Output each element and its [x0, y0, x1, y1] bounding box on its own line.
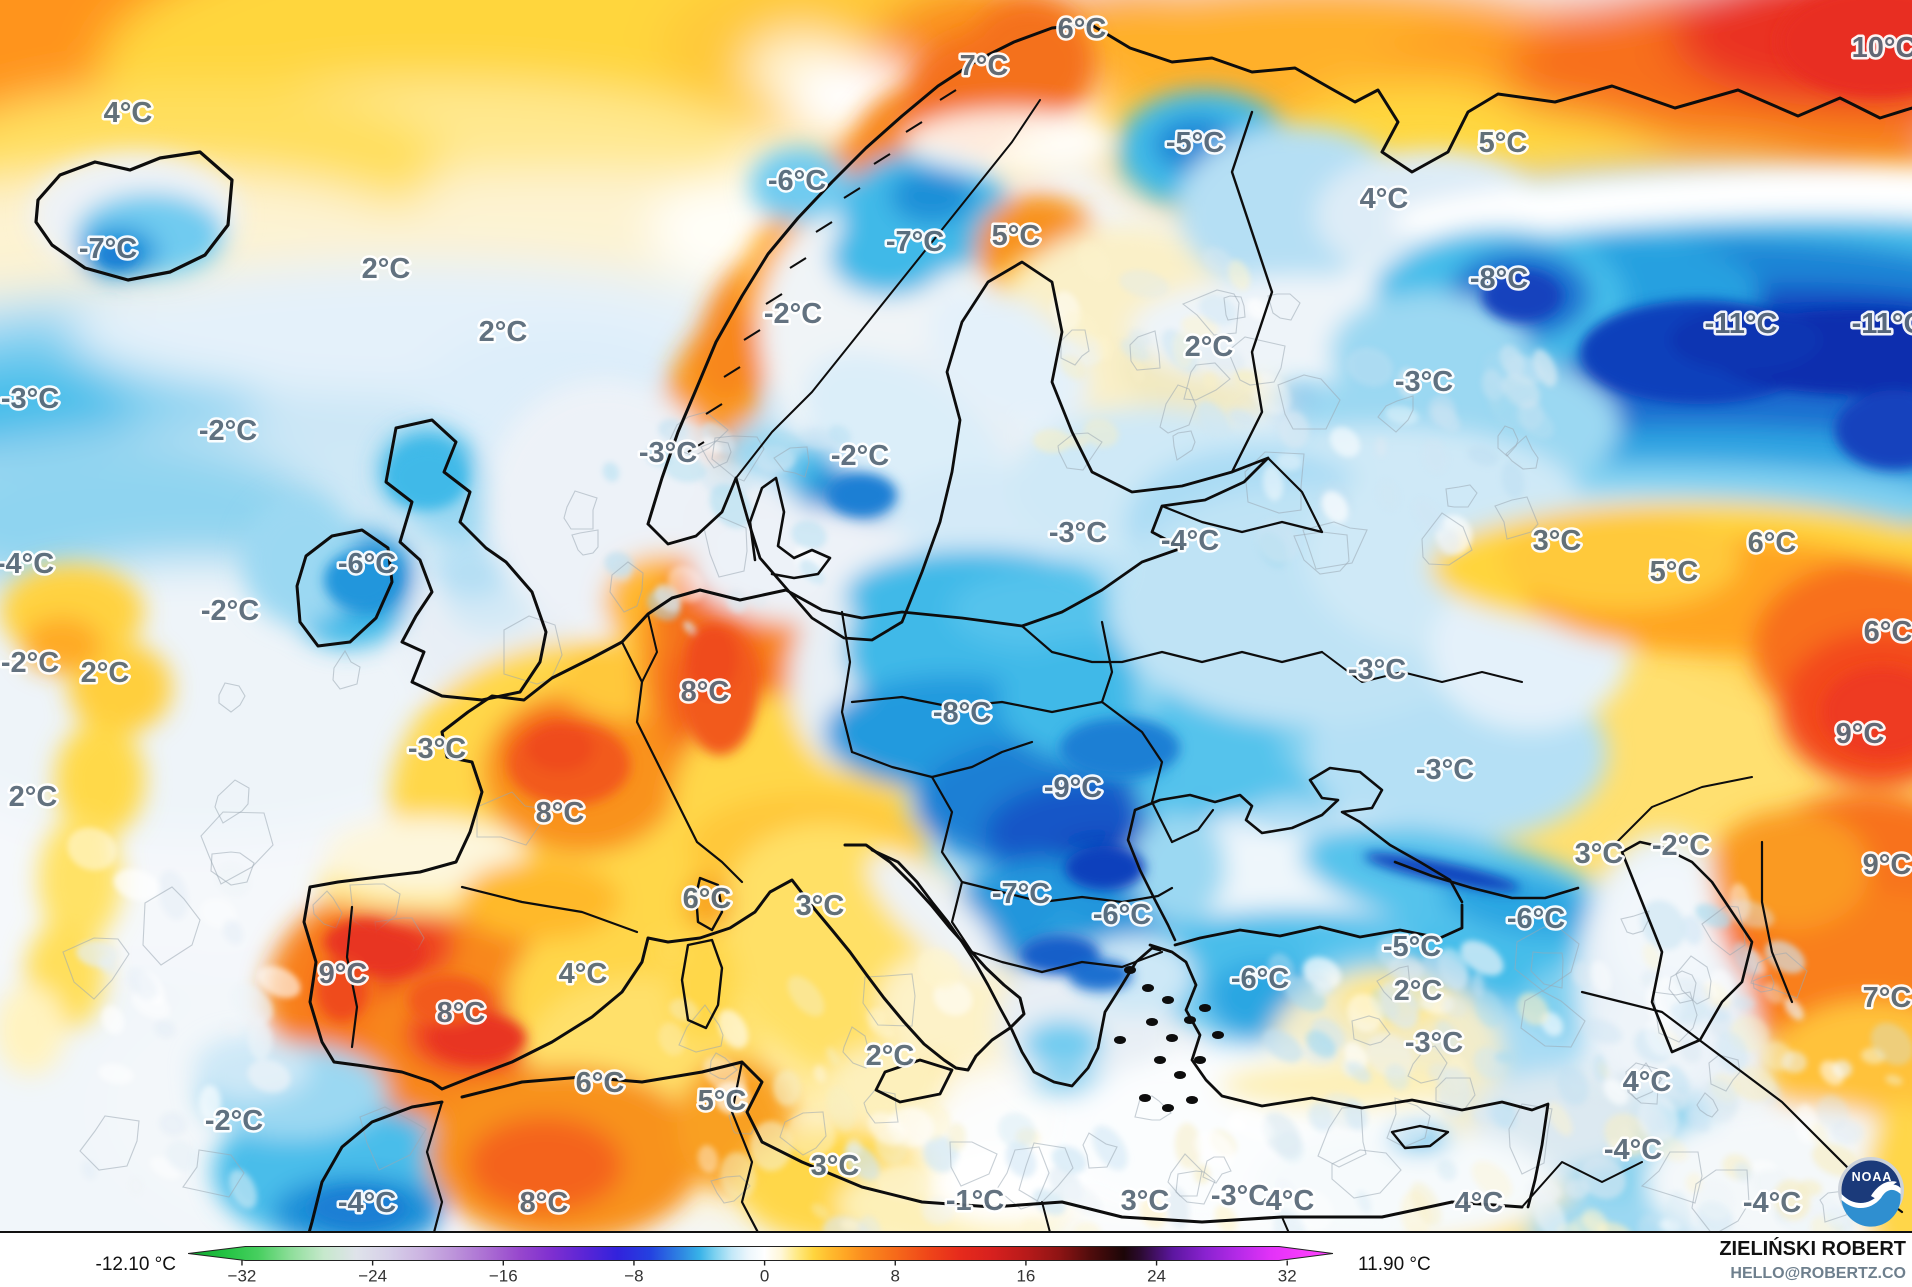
- svg-text:-3°C: -3°C: [1, 383, 59, 415]
- svg-text:8°C: 8°C: [437, 997, 486, 1029]
- svg-text:8°C: 8°C: [536, 797, 585, 829]
- svg-text:-4°C: -4°C: [1604, 1134, 1662, 1166]
- svg-text:-2°C: -2°C: [199, 415, 257, 447]
- svg-text:-6°C: -6°C: [1231, 963, 1289, 995]
- svg-text:-3°C: -3°C: [1049, 517, 1107, 549]
- svg-text:11.90 °C: 11.90 °C: [1358, 1254, 1431, 1275]
- svg-text:24: 24: [1147, 1267, 1166, 1286]
- svg-text:-4°C: -4°C: [338, 1187, 396, 1219]
- svg-text:3°C: 3°C: [811, 1150, 860, 1182]
- svg-text:-3°C: -3°C: [1416, 754, 1474, 786]
- svg-text:5°C: 5°C: [698, 1085, 747, 1117]
- svg-text:2°C: 2°C: [1185, 331, 1234, 363]
- svg-text:-2°C: -2°C: [205, 1105, 263, 1137]
- svg-text:8°C: 8°C: [520, 1187, 569, 1219]
- svg-text:ZIELIŃSKI ROBERT: ZIELIŃSKI ROBERT: [1719, 1237, 1906, 1260]
- svg-text:2°C: 2°C: [479, 316, 528, 348]
- svg-text:8°C: 8°C: [681, 676, 730, 708]
- svg-text:-2°C: -2°C: [764, 298, 822, 330]
- svg-text:-3°C: -3°C: [1395, 366, 1453, 398]
- svg-text:-1°C: -1°C: [946, 1185, 1004, 1217]
- svg-text:6°C: 6°C: [576, 1067, 625, 1099]
- svg-text:9°C: 9°C: [1836, 718, 1885, 750]
- svg-text:−32: −32: [228, 1267, 257, 1286]
- svg-text:-7°C: -7°C: [886, 226, 944, 258]
- svg-text:-8°C: -8°C: [933, 697, 991, 729]
- svg-text:2°C: 2°C: [1394, 975, 1443, 1007]
- svg-text:-2°C: -2°C: [1, 647, 59, 679]
- svg-text:-3°C: -3°C: [1405, 1027, 1463, 1059]
- svg-text:-3°C: -3°C: [639, 437, 697, 469]
- svg-text:10°C: 10°C: [1852, 32, 1912, 64]
- svg-text:-3°C: -3°C: [1348, 654, 1406, 686]
- svg-text:-2°C: -2°C: [831, 440, 889, 472]
- svg-text:5°C: 5°C: [992, 220, 1041, 252]
- svg-text:3°C: 3°C: [796, 890, 845, 922]
- svg-text:4°C: 4°C: [104, 97, 153, 129]
- svg-text:−24: −24: [358, 1267, 387, 1286]
- svg-text:-4°C: -4°C: [0, 548, 54, 580]
- svg-text:-12.10 °C: -12.10 °C: [96, 1254, 176, 1275]
- svg-text:0: 0: [760, 1267, 769, 1286]
- svg-text:5°C: 5°C: [1479, 127, 1528, 159]
- svg-text:−8: −8: [624, 1267, 643, 1286]
- svg-text:-11°C: -11°C: [1705, 308, 1778, 340]
- svg-text:4°C: 4°C: [1266, 1185, 1315, 1217]
- svg-text:-2°C: -2°C: [201, 595, 259, 627]
- svg-text:16: 16: [1016, 1267, 1035, 1286]
- svg-text:2°C: 2°C: [9, 781, 58, 813]
- svg-text:9°C: 9°C: [319, 958, 368, 990]
- svg-text:-11°C: -11°C: [1852, 308, 1912, 340]
- svg-text:2°C: 2°C: [362, 253, 411, 285]
- svg-text:-6°C: -6°C: [1093, 899, 1151, 931]
- svg-text:-5°C: -5°C: [1383, 931, 1441, 963]
- svg-text:6°C: 6°C: [1058, 13, 1107, 45]
- svg-text:6°C: 6°C: [683, 883, 732, 915]
- svg-text:-7°C: -7°C: [992, 878, 1050, 910]
- svg-text:2°C: 2°C: [81, 657, 130, 689]
- svg-text:4°C: 4°C: [1455, 1187, 1504, 1219]
- svg-text:NOAA: NOAA: [1852, 1170, 1893, 1184]
- svg-text:6°C: 6°C: [1864, 616, 1912, 648]
- svg-text:2°C: 2°C: [866, 1040, 915, 1072]
- svg-text:9°C: 9°C: [1863, 849, 1912, 881]
- svg-text:5°C: 5°C: [1650, 556, 1699, 588]
- svg-text:-6°C: -6°C: [338, 548, 396, 580]
- svg-text:-7°C: -7°C: [79, 233, 137, 265]
- svg-text:-6°C: -6°C: [1507, 903, 1565, 935]
- svg-text:3°C: 3°C: [1575, 838, 1624, 870]
- svg-text:-4°C: -4°C: [1161, 525, 1219, 557]
- svg-text:7°C: 7°C: [960, 50, 1009, 82]
- svg-text:-6°C: -6°C: [768, 165, 826, 197]
- svg-text:7°C: 7°C: [1863, 982, 1912, 1014]
- svg-text:4°C: 4°C: [1360, 183, 1409, 215]
- svg-text:6°C: 6°C: [1748, 527, 1797, 559]
- svg-text:3°C: 3°C: [1121, 1185, 1170, 1217]
- svg-text:4°C: 4°C: [559, 958, 608, 990]
- svg-text:-9°C: -9°C: [1044, 772, 1102, 804]
- svg-text:-3°C: -3°C: [408, 733, 466, 765]
- svg-text:8: 8: [891, 1267, 900, 1286]
- svg-text:HELLO@ROBERTZ.CO: HELLO@ROBERTZ.CO: [1730, 1265, 1906, 1282]
- svg-text:3°C: 3°C: [1533, 525, 1582, 557]
- svg-text:4°C: 4°C: [1623, 1066, 1672, 1098]
- svg-text:-2°C: -2°C: [1652, 830, 1710, 862]
- svg-text:−16: −16: [489, 1267, 518, 1286]
- svg-text:-8°C: -8°C: [1470, 263, 1528, 295]
- svg-text:-3°C: -3°C: [1211, 1180, 1269, 1212]
- svg-text:-5°C: -5°C: [1166, 127, 1224, 159]
- svg-text:-4°C: -4°C: [1743, 1187, 1801, 1219]
- svg-text:32: 32: [1278, 1267, 1297, 1286]
